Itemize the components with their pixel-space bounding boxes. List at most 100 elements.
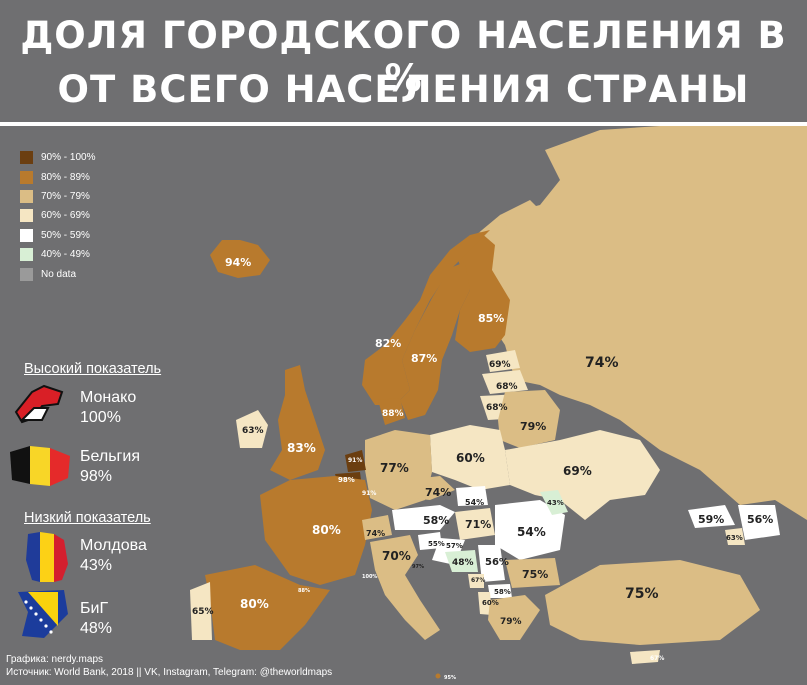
map-label-lithuania: 68%	[486, 403, 508, 413]
legend-item: 70% - 79%	[20, 187, 95, 206]
legend-item: 60% - 69%	[20, 206, 95, 225]
country-slovenia	[418, 532, 442, 550]
legend-swatch	[20, 248, 33, 262]
country-netherlands	[345, 450, 366, 472]
country-greece	[488, 595, 540, 640]
map-label-bosnia: 48%	[452, 558, 474, 568]
country-estonia	[486, 350, 520, 372]
moldova-flag-icon	[26, 532, 68, 582]
bosnia-name: БиГ	[80, 600, 109, 617]
country-finland	[455, 232, 510, 352]
legend-label: 70% - 79%	[41, 190, 90, 202]
legend-swatch	[20, 267, 33, 281]
legend-label: 60% - 69%	[41, 210, 90, 222]
map-label-czechia: 74%	[425, 486, 451, 499]
map-label-albania: 60%	[482, 599, 499, 607]
map-label-turkey: 75%	[625, 586, 659, 602]
map-label-denmark: 88%	[382, 409, 404, 419]
map-label-croatia: 57%	[446, 542, 463, 550]
map-label-austria: 58%	[423, 514, 449, 527]
legend-item: 90% - 100%	[20, 148, 95, 167]
country-hungary	[455, 508, 495, 540]
map-label-north-macedonia: 58%	[494, 588, 511, 596]
legend-label: 80% - 89%	[41, 171, 90, 183]
country-norway	[362, 230, 490, 405]
country-armenia	[725, 528, 745, 545]
map-label-ireland: 63%	[242, 426, 264, 436]
map-label-germany: 77%	[380, 461, 409, 475]
country-bulgaria	[505, 558, 560, 588]
legend-item: 50% - 59%	[20, 226, 95, 245]
map-label-slovakia: 54%	[465, 498, 484, 507]
map-label-montenegro: 67%	[471, 577, 485, 584]
map-label-netherlands: 91%	[348, 457, 362, 464]
monaco-name: Монако	[80, 389, 137, 406]
title-line-1: ДОЛЯ ГОРОДСКОГО НАСЕЛЕНИЯ В %	[20, 14, 787, 100]
map-label-belarus: 79%	[520, 420, 546, 433]
country-switzerland	[362, 515, 392, 540]
map-label-serbia: 56%	[485, 557, 509, 568]
map-label-france: 80%	[312, 523, 341, 537]
country-sweden	[400, 262, 470, 420]
map-label-portugal: 65%	[192, 607, 214, 617]
map-label-sweden: 87%	[411, 352, 437, 365]
country-portugal	[190, 582, 212, 640]
legend-label: No data	[41, 268, 77, 280]
bosnia-value: 48%	[80, 620, 113, 637]
legend-swatch	[20, 170, 33, 184]
country-ukraine	[505, 430, 660, 520]
map-label-italy: 70%	[382, 549, 411, 563]
map-label-moldova: 43%	[547, 499, 564, 507]
legend-swatch	[20, 151, 33, 165]
map-label-san-marino: 97%	[412, 564, 424, 570]
country-russia	[470, 126, 807, 520]
monaco-flag-icon	[14, 384, 64, 424]
map-label-greece: 79%	[500, 617, 522, 627]
country-malta	[435, 673, 441, 679]
country-slovakia	[456, 486, 488, 506]
legend-item: No data	[20, 264, 95, 283]
belgium-flag-icon	[10, 446, 70, 486]
map-label-norway: 82%	[375, 337, 401, 350]
belgium-value: 98%	[80, 468, 113, 485]
country-austria	[392, 505, 455, 530]
map-label-finland: 85%	[478, 312, 504, 325]
map-label-luxembourg: 91%	[362, 490, 376, 497]
moldova-name: Молдова	[80, 537, 147, 554]
country-belarus	[498, 390, 560, 448]
legend-label: 90% - 100%	[41, 152, 96, 164]
legend-label: 50% - 59%	[41, 229, 90, 241]
country-serbia	[478, 545, 505, 582]
country-russia-north	[500, 200, 545, 232]
country-latvia	[482, 370, 528, 394]
monaco-value: 100%	[80, 409, 121, 426]
country-ireland	[236, 410, 268, 448]
legend: 90% - 100% 80% - 89% 70% - 79% 60% - 69% 50%…	[20, 148, 95, 284]
map-label-slovenia: 55%	[428, 540, 445, 548]
low-heading: Низкий показатель	[24, 510, 151, 526]
map-value-labels: 94% 82% 87% 85% 74% 69% 68% 68% 79% 88% …	[192, 256, 773, 681]
map-label-romania: 54%	[517, 525, 546, 539]
map-label-ukraine: 69%	[563, 464, 592, 478]
map-label-poland: 60%	[456, 451, 485, 465]
legend-swatch	[20, 209, 33, 223]
country-spain	[205, 565, 330, 650]
map-label-uk: 83%	[287, 441, 316, 455]
belgium-name: Бельгия	[80, 448, 140, 465]
map-label-estonia: 69%	[489, 360, 511, 370]
europe-map: 94% 82% 87% 85% 74% 69% 68% 68% 79% 88% …	[190, 126, 807, 681]
map-label-russia: 74%	[585, 355, 619, 371]
footer-graphics: Графика: nerdy.maps	[6, 654, 104, 665]
country-czechia	[405, 476, 455, 500]
map-label-monaco: 100%	[362, 574, 377, 580]
country-azerbaijan	[738, 505, 780, 540]
map-label-azerbaijan: 56%	[747, 513, 773, 526]
legend-label: 40% - 49%	[41, 249, 90, 261]
map-label-andorra: 88%	[298, 588, 310, 594]
title-line-2: ОТ ВСЕГО НАСЕЛЕНИЯ СТРАНЫ	[57, 68, 750, 111]
legend-swatch	[20, 189, 33, 203]
country-romania	[495, 500, 565, 560]
bosnia-flag-icon	[18, 590, 68, 638]
country-denmark	[378, 398, 405, 425]
country-poland	[430, 425, 510, 490]
